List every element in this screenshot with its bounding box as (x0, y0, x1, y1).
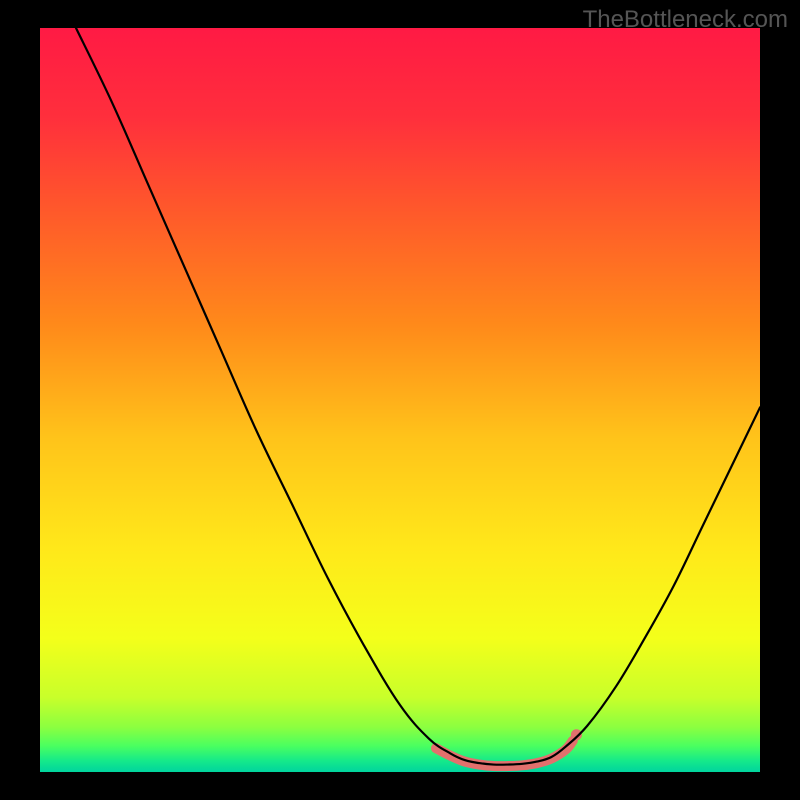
chart-svg (0, 0, 800, 800)
chart-container: TheBottleneck.com (0, 0, 800, 800)
watermark-text: TheBottleneck.com (583, 6, 788, 34)
chart-gradient-bg (40, 28, 760, 772)
